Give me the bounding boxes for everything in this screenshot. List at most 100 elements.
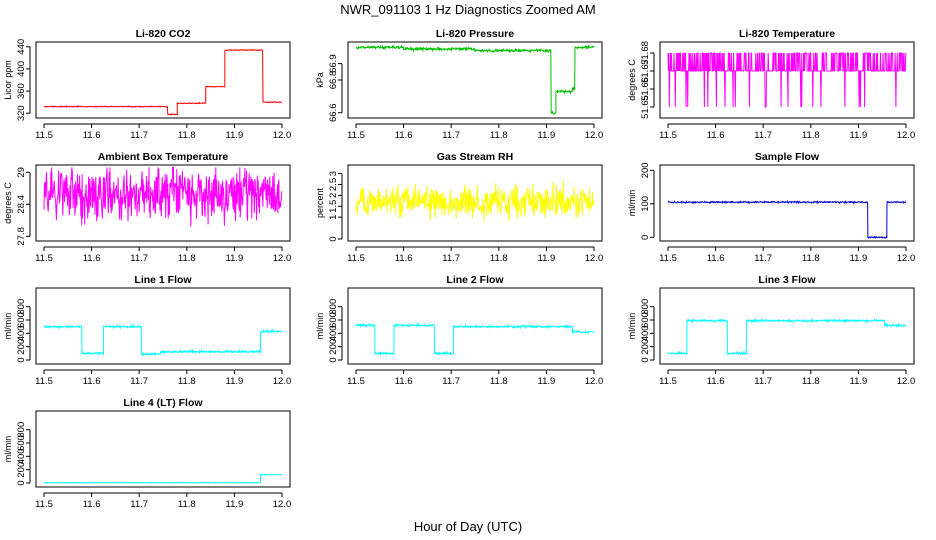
y-tick-label: 66.8 bbox=[328, 71, 339, 90]
x-tick-label: 11.5 bbox=[659, 253, 677, 264]
y-tick-label: 66.6 bbox=[328, 103, 339, 122]
y-tick-label: 3 bbox=[328, 171, 339, 176]
x-tick-label: 11.5 bbox=[35, 253, 53, 264]
x-tick-label: 11.7 bbox=[442, 376, 460, 387]
x-tick-label: 11.6 bbox=[83, 499, 101, 510]
x-tick-label: 11.9 bbox=[850, 376, 868, 387]
y-tick-label: 0 bbox=[328, 236, 339, 241]
x-tick-label: 11.7 bbox=[442, 130, 460, 141]
chart-panel-9: Line 3 Flow 11.5 11.6 11.7 11.8 11.9 12.0 0 2004… bbox=[627, 274, 915, 387]
x-tick-label: 11.8 bbox=[802, 253, 820, 264]
x-tick-label: 11.7 bbox=[754, 253, 772, 264]
panel-title: Li-820 Pressure bbox=[436, 28, 514, 40]
y-tick-label: 200 bbox=[328, 339, 339, 355]
x-tick-label: 11.5 bbox=[35, 376, 53, 387]
x-tick-label: 11.7 bbox=[754, 376, 772, 387]
x-tick-label: 11.6 bbox=[83, 376, 101, 387]
plot-frame bbox=[659, 164, 915, 242]
x-tick-label: 11.8 bbox=[802, 130, 820, 141]
x-tick-label: 11.6 bbox=[395, 376, 413, 387]
panel-title: Line 1 Flow bbox=[134, 274, 192, 286]
panel-title: Gas Stream RH bbox=[437, 151, 513, 163]
y-axis-label: ml/min bbox=[315, 313, 325, 340]
x-tick-label: 11.9 bbox=[850, 253, 868, 264]
y-tick-label: 0 bbox=[16, 357, 27, 362]
x-tick-label: 11.9 bbox=[226, 376, 244, 387]
y-tick-label: 0 bbox=[640, 357, 651, 362]
y-tick-label: 200 bbox=[640, 339, 651, 355]
x-tick-label: 11.6 bbox=[707, 253, 725, 264]
y-tick-label: 0 bbox=[640, 235, 651, 240]
y-tick-label: 200 bbox=[16, 462, 27, 478]
x-tick-label: 11.7 bbox=[130, 130, 148, 141]
plot-frame bbox=[347, 164, 603, 242]
x-tick-label: 11.8 bbox=[490, 376, 508, 387]
y-tick-label: 0 bbox=[16, 480, 27, 485]
x-tick-label: 11.6 bbox=[395, 253, 413, 264]
y-tick-label: 400 bbox=[16, 61, 27, 77]
x-tick-label: 11.9 bbox=[226, 499, 244, 510]
y-tick-label: 200 bbox=[640, 162, 651, 178]
plot-frame bbox=[659, 287, 915, 365]
x-tick-label: 11.5 bbox=[35, 130, 53, 141]
chart-panel-7: Line 1 Flow 11.5 11.6 11.7 11.8 11.9 12.0 0 2004… bbox=[3, 274, 291, 387]
y-tick-label: 27.8 bbox=[16, 227, 27, 246]
series-line bbox=[355, 322, 595, 356]
series-line bbox=[355, 180, 595, 221]
x-axis-label: Hour of Day (UTC) bbox=[414, 519, 522, 534]
y-tick-label: 800 bbox=[16, 422, 27, 438]
y-tick-label: 400 bbox=[16, 448, 27, 464]
series-line bbox=[43, 166, 283, 227]
y-tick-label: 600 bbox=[640, 312, 651, 328]
x-tick-label: 12.0 bbox=[273, 376, 292, 387]
x-tick-label: 11.8 bbox=[178, 130, 196, 141]
y-tick-label: 800 bbox=[328, 299, 339, 315]
panel-title: Line 3 Flow bbox=[758, 274, 816, 286]
y-tick-label: 360 bbox=[16, 83, 27, 99]
x-tick-label: 11.6 bbox=[83, 253, 101, 264]
x-tick-label: 11.7 bbox=[130, 499, 148, 510]
chart-panel-1: Li-820 CO2 11.5 11.6 11.7 11.8 11.9 12.0 320 360… bbox=[3, 28, 291, 141]
y-axis-label: ml/min bbox=[3, 313, 13, 340]
y-tick-label: 1.5 bbox=[328, 200, 339, 213]
panel-title: Li-820 Temperature bbox=[739, 28, 835, 40]
y-tick-label: 100 bbox=[640, 196, 651, 212]
x-tick-label: 11.9 bbox=[226, 130, 244, 141]
chart-panel-8: Line 2 Flow 11.5 11.6 11.7 11.8 11.9 12.0 0 2004… bbox=[315, 274, 603, 387]
x-tick-label: 11.9 bbox=[538, 130, 556, 141]
x-tick-label: 11.8 bbox=[178, 253, 196, 264]
y-axis-label: kPa bbox=[315, 72, 325, 88]
x-tick-label: 12.0 bbox=[897, 376, 916, 387]
x-tick-label: 11.5 bbox=[659, 130, 677, 141]
x-tick-label: 11.6 bbox=[707, 130, 725, 141]
x-tick-label: 12.0 bbox=[585, 376, 604, 387]
plot-frame bbox=[35, 287, 291, 365]
x-tick-label: 11.7 bbox=[754, 130, 772, 141]
y-tick-label: 51.65 bbox=[640, 95, 651, 119]
y-tick-label: 66.9 bbox=[328, 54, 339, 73]
x-tick-label: 11.8 bbox=[178, 499, 196, 510]
y-tick-label: 2 bbox=[328, 193, 339, 198]
y-axis-label: Licor ppm bbox=[3, 60, 13, 100]
x-tick-label: 11.5 bbox=[347, 130, 365, 141]
series-line bbox=[667, 317, 907, 356]
x-tick-label: 11.5 bbox=[347, 253, 365, 264]
x-tick-label: 11.6 bbox=[395, 130, 413, 141]
x-tick-label: 12.0 bbox=[897, 130, 916, 141]
x-tick-label: 11.8 bbox=[490, 130, 508, 141]
plot-frame bbox=[659, 41, 915, 119]
x-tick-label: 11.5 bbox=[35, 499, 53, 510]
series-line bbox=[355, 44, 595, 116]
y-tick-label: 400 bbox=[640, 325, 651, 341]
x-tick-label: 12.0 bbox=[273, 253, 292, 264]
y-tick-label: 400 bbox=[16, 325, 27, 341]
y-axis-label: degrees C bbox=[627, 59, 637, 101]
y-tick-label: 600 bbox=[16, 435, 27, 451]
y-tick-label: 1 bbox=[328, 215, 339, 220]
y-tick-label: 2.5 bbox=[328, 178, 339, 191]
plot-frame bbox=[35, 410, 291, 488]
x-tick-label: 12.0 bbox=[273, 130, 292, 141]
x-tick-label: 11.5 bbox=[659, 376, 677, 387]
